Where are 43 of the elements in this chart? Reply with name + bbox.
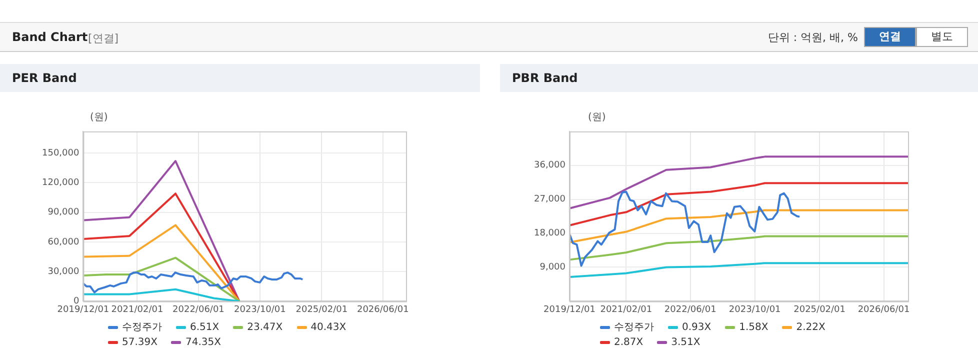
legend-label: 수정주가 [122, 321, 162, 334]
legend-label: 57.39X [122, 337, 158, 348]
x-tick-label: 2026/06/01 [858, 304, 910, 315]
y-tick-label: 120,000 [42, 178, 80, 188]
x-tick-label: 2023/10/01 [234, 304, 286, 315]
legend-label: 0.93X [682, 322, 712, 332]
legend-label: 74.35X [185, 337, 221, 348]
legend-label: 3.51X [671, 337, 700, 348]
legend-label: 수정주가 [614, 321, 654, 334]
x-tick-label: 2025/02/01 [794, 304, 846, 315]
y-tick-label: 0 [73, 296, 80, 307]
legend-label: 40.43X [310, 322, 346, 332]
x-tick-label: 2022/06/01 [172, 304, 224, 315]
y-tick-label: 30,000 [48, 266, 80, 277]
x-tick-label: 2021/02/01 [111, 304, 164, 315]
chart-title: PBR Band [512, 71, 578, 85]
legend-label: 2.87X [614, 337, 644, 348]
y-axis-title: (원) [90, 111, 108, 124]
x-tick-label: 2025/02/01 [296, 304, 348, 315]
y-tick-label: 60,000 [48, 237, 80, 248]
text: 단위 : 억원, 배, % [768, 30, 858, 44]
y-tick-label: 9,000 [540, 262, 566, 273]
y-tick-label: 18,000 [534, 228, 566, 239]
y-tick-label: 150,000 [42, 148, 80, 158]
chart-title: PER Band [12, 71, 77, 85]
text: Band Chart [12, 30, 88, 44]
legend-label: 6.51X [190, 322, 220, 332]
x-tick-label: 2021/02/01 [600, 304, 652, 315]
x-tick-label: 2019/12/01 [57, 304, 110, 315]
x-tick-label: 2026/06/01 [356, 304, 409, 315]
text: [연결] [88, 31, 119, 46]
y-tick-label: 27,000 [534, 194, 566, 205]
legend-label: 2.22X [796, 322, 826, 332]
legend-label: 1.58X [739, 322, 768, 332]
y-tick-label: 36,000 [534, 160, 566, 171]
x-tick-label: 2022/06/01 [664, 304, 716, 315]
text: 연결 [864, 27, 916, 47]
y-tick-label: 90,000 [48, 208, 80, 218]
text: 별도 [916, 27, 968, 47]
x-tick-label: 2023/10/01 [728, 304, 781, 315]
x-tick-label: 2019/12/01 [544, 304, 596, 315]
legend-label: 23.47X [247, 322, 283, 332]
y-axis-title: (원) [588, 111, 606, 124]
